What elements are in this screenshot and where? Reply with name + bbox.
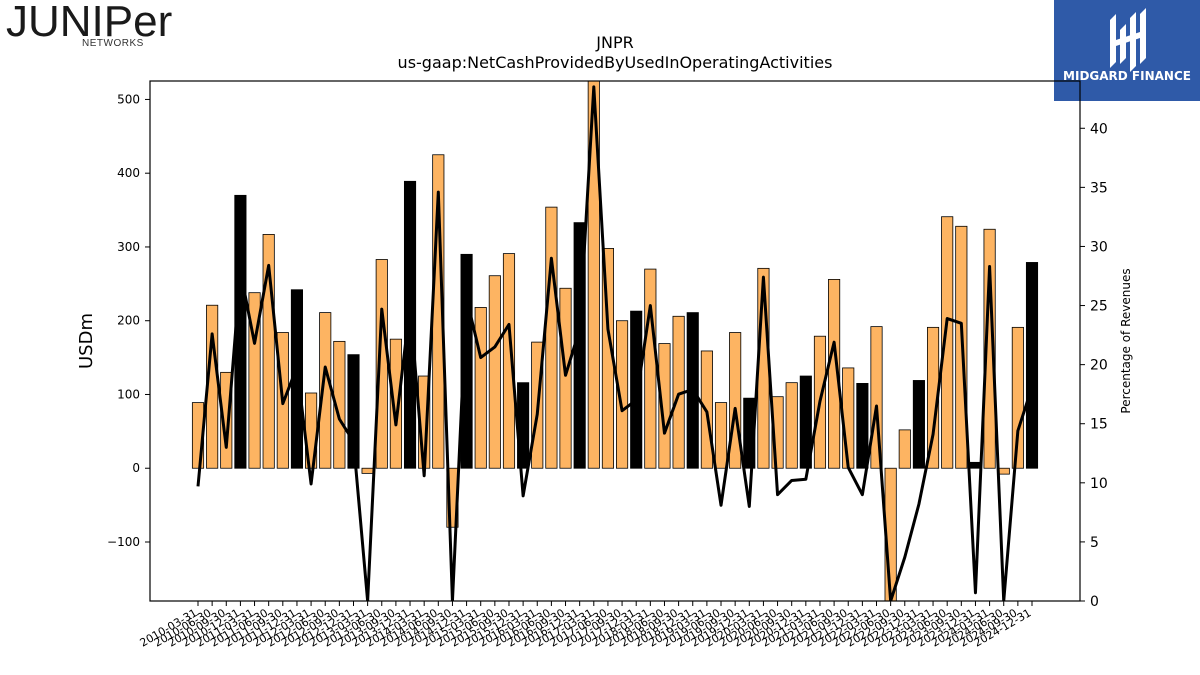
y2-axis-label: Percentage of Revenues	[1119, 268, 1133, 413]
y-tick-label: 400	[117, 166, 140, 180]
bar	[870, 326, 883, 469]
bar	[1011, 326, 1024, 469]
chart-subtitle: us-gaap:NetCashProvidedByUsedInOperating…	[398, 53, 833, 72]
data-marks	[191, 81, 1039, 601]
y-axis-label: USDm	[76, 313, 97, 369]
bar	[474, 307, 487, 469]
y2-tick-label: 25	[1090, 299, 1108, 315]
bar	[856, 383, 869, 469]
bar	[644, 268, 657, 469]
juniper-logo-subtext: NETWORKS	[82, 38, 144, 49]
bar	[403, 180, 417, 469]
y2-tick-label: 35	[1090, 180, 1108, 196]
y2-tick-label: 40	[1090, 121, 1108, 137]
bar	[220, 371, 233, 469]
bar	[714, 402, 728, 469]
bar	[658, 343, 671, 469]
bar	[248, 292, 261, 469]
bar	[729, 332, 742, 469]
y-tick-label: 500	[117, 92, 140, 106]
juniper-networks-logo: JUNIPer NETWORKS	[4, 0, 172, 50]
bar	[785, 382, 798, 469]
bar	[898, 429, 911, 469]
bar	[587, 81, 600, 469]
bar	[559, 287, 572, 469]
y2-tick-label: 30	[1090, 239, 1108, 255]
bar	[361, 467, 374, 474]
bar	[912, 380, 925, 469]
bar	[262, 234, 275, 469]
bar	[941, 216, 954, 469]
bar	[799, 375, 812, 469]
y-tick-label: 300	[117, 240, 140, 254]
bar	[828, 279, 841, 469]
plot-area: −100010020030040050005101520253035402010…	[107, 80, 1108, 650]
midgard-finance-logo: MIDGARD FINANCE	[1054, 0, 1200, 101]
bar	[545, 206, 558, 469]
y2-tick-label: 15	[1090, 417, 1108, 433]
midgard-emblem-icon	[1110, 8, 1146, 72]
midgard-finance-label: MIDGARD FINANCE	[1063, 69, 1191, 83]
bar	[488, 275, 501, 469]
chart-title: JNPR	[595, 33, 633, 52]
bar	[347, 354, 360, 469]
y2-tick-label: 5	[1090, 535, 1099, 551]
bar	[1025, 262, 1039, 469]
y2-tick-label: 20	[1090, 358, 1108, 374]
y-tick-label: 100	[117, 387, 140, 401]
bar	[630, 310, 643, 469]
y2-tick-label: 10	[1090, 476, 1108, 492]
bar	[333, 340, 346, 469]
revenue-pct-line	[196, 85, 1034, 601]
bar	[460, 253, 473, 469]
juniper-logo-wordmark: JUNIPer	[6, 0, 173, 46]
bar	[842, 367, 855, 469]
plot-frame	[149, 80, 1081, 602]
bar	[771, 396, 784, 469]
y2-tick-label: 0	[1090, 594, 1099, 610]
y-tick-label: 0	[132, 461, 140, 475]
bar	[389, 338, 402, 469]
bar	[983, 228, 996, 469]
bar	[616, 320, 629, 469]
y-tick-label: 200	[117, 314, 140, 328]
y-tick-label: −100	[107, 535, 140, 549]
bar	[502, 253, 516, 469]
